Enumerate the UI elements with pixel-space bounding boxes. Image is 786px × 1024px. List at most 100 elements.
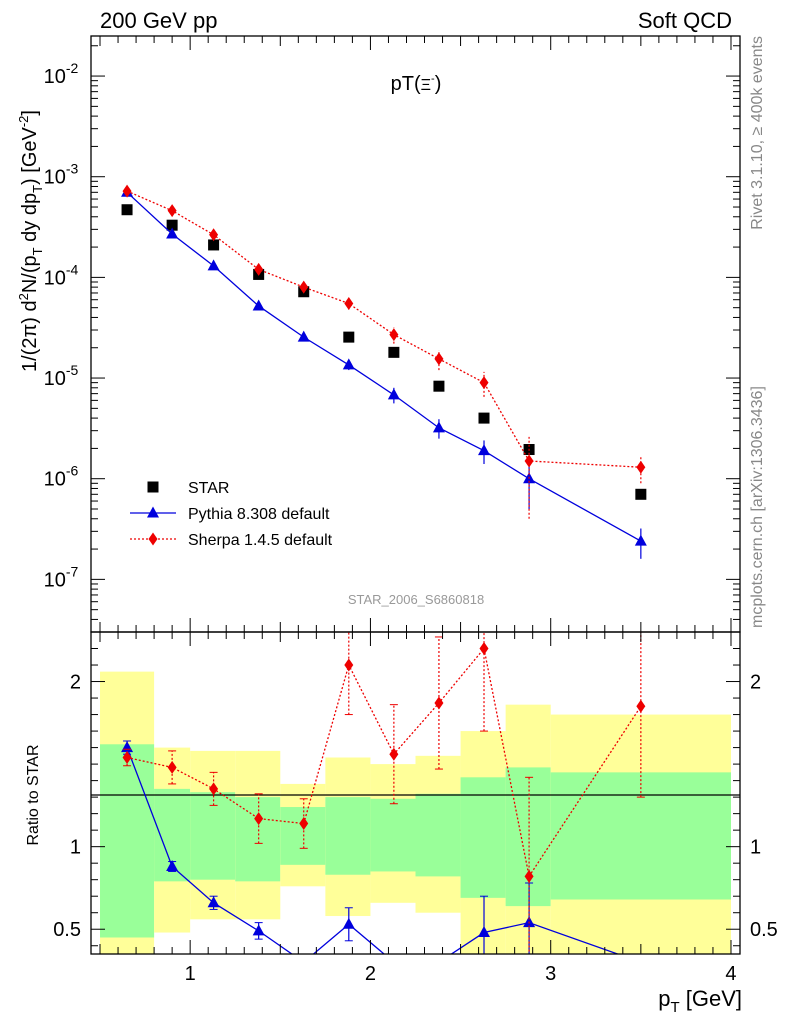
- data-point: [167, 204, 177, 218]
- data-point: [387, 388, 400, 400]
- stat-uncertainty-band: [325, 797, 371, 875]
- data-point: [297, 330, 310, 342]
- ratio-y-tick-label-right: 1: [750, 837, 761, 859]
- ratio-data-point: [122, 750, 132, 764]
- data-point: [479, 376, 489, 390]
- data-point: [122, 184, 132, 198]
- ratio-data-point: [299, 817, 309, 831]
- data-point: [432, 421, 445, 433]
- legend-label: Sherpa 1.4.5 default: [188, 532, 333, 549]
- data-point: [207, 259, 220, 271]
- data-point: [166, 219, 178, 231]
- data-point: [478, 444, 491, 456]
- ratio-y-tick-label: 1: [70, 837, 81, 859]
- main-y-tick-label: 10-5: [44, 362, 79, 390]
- stat-uncertainty-band: [280, 807, 326, 865]
- stat-uncertainty-band: [235, 797, 281, 882]
- main-y-tick-label: 10-3: [44, 161, 79, 189]
- legend-marker: [148, 532, 158, 546]
- data-point: [166, 227, 179, 239]
- ratio-data-point: [252, 924, 265, 936]
- data-point: [478, 412, 490, 424]
- ratio-data-point: [433, 956, 445, 967]
- x-axis-label: pT [GeV]: [658, 986, 742, 1016]
- ratio-data-point: [207, 896, 220, 908]
- x-tick-label: 3: [545, 963, 556, 985]
- header-left: 200 GeV pp: [100, 8, 217, 33]
- main-panel: 10-7 10-6 10-5 10-4 10-3 10-2 pT(Ξ-) STAR_200…: [16, 35, 741, 633]
- x-tick-label: 1: [185, 963, 196, 985]
- data-point: [209, 228, 219, 242]
- ratio-y-tick-label-right: 2: [750, 672, 761, 694]
- data-point: [433, 380, 445, 392]
- stat-uncertainty-band: [505, 767, 551, 907]
- legend-label: STAR: [188, 480, 229, 497]
- data-point: [634, 534, 647, 546]
- ratio-y-tick-label: 2: [70, 672, 81, 694]
- ratio-data-point: [342, 917, 355, 929]
- ratio-data-point: [478, 926, 491, 938]
- mcplots-label: mcplots.cern.ch [arXiv:1306.3436]: [749, 386, 766, 628]
- ratio-data-point: [389, 747, 399, 761]
- legend-label: Pythia 8.308 default: [188, 506, 330, 523]
- main-y-tick-label: 10-2: [44, 60, 79, 88]
- main-y-axis-label: 1/(2π) d2N/(pT dy dpT) [GeV-2]: [16, 110, 45, 372]
- ratio-data-point: [298, 956, 310, 967]
- ratio-data-point: [434, 696, 444, 710]
- ratio-data-point: [254, 812, 264, 826]
- ratio-y-tick-label: 0.5: [53, 919, 81, 941]
- data-point: [254, 262, 264, 276]
- data-point: [636, 460, 646, 474]
- data-point: [388, 346, 400, 358]
- stat-uncertainty-band: [370, 798, 416, 872]
- data-point: [252, 299, 265, 311]
- main-y-tick-label: 10-7: [44, 563, 79, 591]
- data-point: [389, 328, 399, 342]
- ratio-y-axis-label: Ratio to STAR: [25, 744, 42, 845]
- main-y-tick-label: 10-6: [44, 463, 79, 491]
- data-point: [121, 204, 133, 216]
- ratio-data-point: [209, 782, 219, 796]
- stat-uncertainty-band: [415, 793, 461, 877]
- analysis-id: STAR_2006_S6860818: [348, 592, 484, 607]
- ratio-data-point: [344, 658, 354, 672]
- series-1: [121, 185, 647, 559]
- ratio-data-point: [635, 956, 647, 967]
- legend-marker: [147, 481, 159, 493]
- legend: STAR Pythia 8.308 default Sherpa 1.4.5 def…: [130, 480, 333, 549]
- data-point: [434, 352, 444, 366]
- data-point: [344, 297, 354, 311]
- header-right: Soft QCD: [638, 8, 732, 33]
- data-point: [524, 454, 534, 468]
- data-point: [343, 331, 355, 343]
- ratio-series-0: [121, 740, 647, 967]
- series-0: [121, 204, 647, 500]
- stat-uncertainty-band: [550, 772, 731, 900]
- x-tick-label: 2: [365, 963, 376, 985]
- rivet-label: Rivet 3.1.10, ≥ 400k events: [749, 36, 766, 230]
- stat-uncertainty-band: [460, 777, 506, 898]
- ratio-data-point: [479, 642, 489, 656]
- data-point: [342, 358, 355, 370]
- main-y-tick-label: 10-4: [44, 261, 79, 289]
- main-title: pT(Ξ-): [391, 73, 442, 95]
- data-point: [208, 239, 220, 251]
- x-tick-label: 4: [725, 963, 736, 985]
- ratio-data-point: [388, 956, 400, 967]
- series-2: [122, 184, 646, 519]
- data-point: [299, 280, 309, 294]
- ratio-data-point: [167, 760, 177, 774]
- series-line: [126, 190, 641, 468]
- legend-marker: [147, 506, 159, 518]
- ratio-data-point: [636, 699, 646, 713]
- ratio-y-tick-label-right: 0.5: [750, 919, 778, 941]
- ratio-data-point: [166, 859, 179, 871]
- ratio-frame: [90, 631, 741, 955]
- stat-uncertainty-band: [190, 792, 236, 880]
- stat-uncertainty-band: [100, 744, 155, 938]
- ratio-series-1: [122, 632, 646, 954]
- ratio-panel: 0.5 0.5 1 1 2 2 1 2 3 4 Ratio to STAR pT [GeV]: [25, 631, 778, 1016]
- ratio-data-point: [524, 869, 534, 883]
- data-point: [635, 488, 647, 500]
